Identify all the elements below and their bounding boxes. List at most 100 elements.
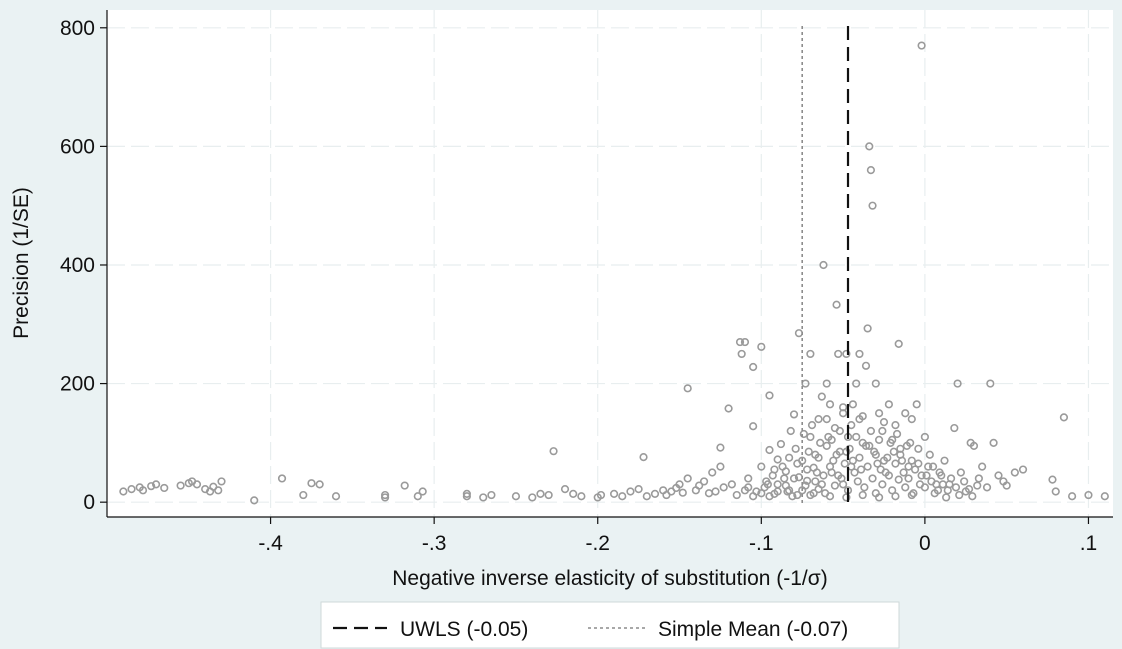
scatter-point	[192, 480, 202, 489]
scatter-point	[870, 447, 879, 456]
scatter-point	[569, 489, 578, 498]
scatter-point	[832, 450, 841, 459]
scatter-point	[956, 468, 965, 477]
scatter-point	[773, 455, 782, 464]
scatter-point	[901, 409, 910, 418]
scatter-point	[789, 410, 799, 419]
scatter-point	[950, 423, 959, 433]
scatter-point	[765, 445, 774, 455]
scatter-point	[642, 492, 651, 501]
scatter-point	[1100, 492, 1109, 501]
scatter-point	[214, 486, 223, 495]
scatter-point	[858, 490, 867, 500]
scatter-point	[858, 412, 867, 421]
scatter-point	[683, 474, 692, 483]
scatter-point	[830, 481, 840, 490]
scatter-point	[511, 492, 521, 501]
scatter-point	[814, 415, 823, 424]
scatter-point	[596, 490, 606, 500]
scatter-point	[809, 489, 818, 498]
scatter-point	[925, 450, 934, 459]
scatter-point	[549, 447, 558, 456]
scatter-point	[910, 465, 920, 474]
scatter-point	[737, 349, 746, 359]
scatter-point	[973, 481, 982, 490]
scatter-point	[834, 349, 843, 359]
scatter-point	[884, 400, 893, 409]
scatter-point	[871, 379, 880, 388]
scatter-point	[860, 483, 869, 492]
scatter-point	[951, 483, 961, 492]
scatter-point	[816, 438, 825, 447]
scatter-point	[724, 404, 733, 413]
scatter-point	[127, 485, 136, 494]
scatter-point	[901, 483, 910, 492]
x-tick-label: -.1	[749, 532, 774, 555]
scatter-point	[732, 490, 741, 500]
scatter-point	[907, 415, 916, 424]
scatter-point	[1068, 492, 1077, 501]
scatter-point	[943, 486, 952, 495]
scatter-point	[874, 493, 884, 502]
scatter-point	[776, 439, 786, 449]
x-axis-title: Negative inverse elasticity of substitut…	[392, 567, 827, 590]
scatter-point	[894, 339, 903, 348]
y-axis-title: Precision (1/SE)	[10, 187, 33, 339]
scatter-point	[577, 492, 586, 501]
scatter-point	[866, 426, 876, 436]
scatter-point	[711, 487, 720, 496]
scatter-point	[819, 471, 828, 480]
scatter-point	[749, 422, 758, 431]
scatter-point	[865, 142, 874, 151]
scatter-point	[151, 480, 161, 489]
scatter-point	[852, 432, 861, 442]
scatter-point	[909, 489, 918, 498]
scatter-point	[892, 429, 902, 439]
axis-ticks: 0 200 400 600 800 -.4 -.3 -.2 -.1 0 .1	[60, 17, 1097, 555]
scatter-point	[917, 471, 926, 480]
scatter-point	[982, 483, 992, 492]
scatter-point	[935, 468, 944, 477]
scatter-point	[924, 462, 933, 471]
scatter-point	[307, 479, 316, 488]
scatter-point	[740, 337, 750, 347]
scatter-point	[801, 379, 810, 388]
scatter-point	[806, 349, 815, 359]
scatter-point	[829, 456, 838, 465]
scatter-point	[907, 456, 916, 465]
scatter-point	[119, 487, 128, 496]
scatter-point	[850, 468, 859, 477]
scatter-point	[883, 453, 892, 462]
scatter-point	[683, 384, 692, 393]
scatter-point	[708, 468, 717, 477]
scatter-point	[861, 441, 871, 450]
scatter-point	[803, 465, 812, 474]
scatter-point	[868, 474, 877, 483]
legend-box	[320, 601, 900, 649]
scatter-point	[868, 201, 877, 210]
scatter-point	[780, 474, 789, 483]
scatter-point	[147, 482, 156, 491]
scatter-point	[560, 485, 570, 494]
scatter-point	[1018, 465, 1028, 474]
scatter-point	[735, 337, 745, 347]
scatter-point	[917, 41, 926, 50]
scatter-point	[878, 426, 887, 436]
scatter-point	[886, 438, 895, 447]
scatter-point	[1048, 475, 1057, 484]
scatter-point	[922, 471, 931, 480]
scatter-point	[891, 420, 900, 430]
scatter-point	[853, 477, 862, 486]
scatter-point	[749, 492, 758, 501]
scatter-point	[1002, 481, 1011, 490]
scatter-point	[825, 492, 835, 501]
scatter-point	[974, 474, 983, 483]
scatter-point	[1051, 487, 1060, 496]
scatter-point	[788, 492, 797, 501]
scatter-point	[968, 492, 977, 501]
scatter-point	[626, 487, 635, 496]
scatter-point	[840, 459, 849, 468]
scatter-point	[176, 481, 185, 490]
scatter-point	[881, 468, 890, 477]
x-tick-label: -.2	[585, 532, 610, 555]
